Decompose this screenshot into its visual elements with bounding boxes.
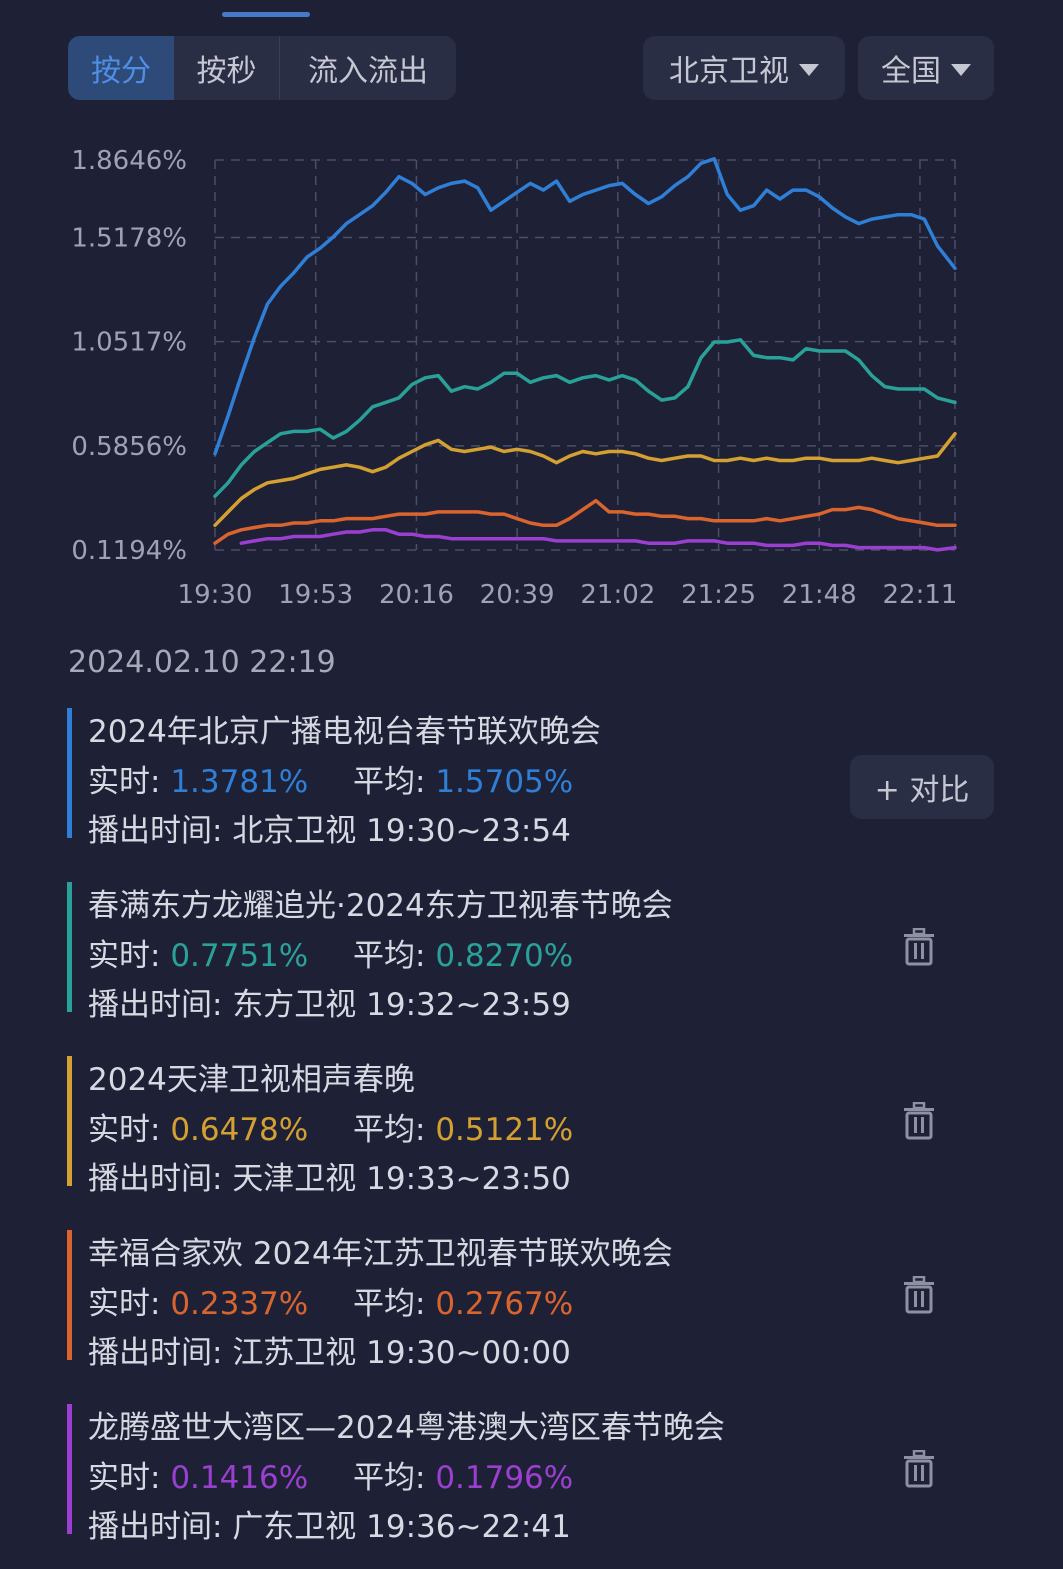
series-line-1 — [213, 338, 957, 498]
airtime-row: 播出时间: 天津卫视 19:33~23:50 — [88, 1153, 571, 1198]
caret-down-icon — [799, 64, 819, 76]
realtime-label: 实时: — [88, 1286, 171, 1322]
airtime-row: 播出时间: 东方卫视 19:32~23:59 — [88, 979, 571, 1024]
x-tick-label: 19:30 — [178, 580, 253, 610]
average-value: 0.8270% — [435, 938, 574, 974]
average-label: 平均: — [353, 1460, 436, 1496]
region-dropdown-value: 全国 — [881, 54, 941, 89]
average-row: 平均: 0.1796% — [353, 1452, 573, 1497]
average-row: 平均: 0.5121% — [353, 1104, 573, 1149]
average-row: 平均: 1.5705% — [353, 756, 573, 801]
series-color-bar — [67, 882, 72, 1012]
x-tick-label: 22:11 — [883, 580, 958, 610]
realtime-value: 0.2337% — [170, 1286, 309, 1322]
series-color-bar — [67, 1230, 72, 1360]
program-title: 春满东方龙耀追光·2024东方卫视春节晚会 — [88, 888, 673, 924]
airtime-row: 播出时间: 广东卫视 19:36~22:41 — [88, 1501, 571, 1546]
realtime-row: 实时: 0.7751% — [88, 930, 308, 975]
realtime-row: 实时: 0.6478% — [88, 1104, 308, 1149]
program-item: 幸福合家欢 2024年江苏卫视春节联欢晚会 实时: 0.2337% 平均: 0.27… — [67, 1228, 1017, 1371]
program-title: 2024天津卫视相声春晚 — [88, 1062, 415, 1098]
y-tick-label: 1.5178% — [71, 223, 187, 253]
airtime-label: 播出时间: — [88, 1335, 233, 1371]
average-value: 0.2767% — [435, 1286, 574, 1322]
airtime-row: 播出时间: 北京卫视 19:30~23:54 — [88, 805, 571, 850]
average-value: 0.5121% — [435, 1112, 574, 1148]
realtime-row: 实时: 1.3781% — [88, 756, 308, 801]
trash-icon[interactable] — [902, 1102, 936, 1140]
airtime-label: 播出时间: — [88, 987, 233, 1023]
airtime-value: 广东卫视 19:36~22:41 — [232, 1509, 571, 1545]
realtime-label: 实时: — [88, 1460, 171, 1496]
series-line-4 — [239, 528, 957, 552]
average-row: 平均: 0.2767% — [353, 1278, 573, 1323]
realtime-value: 0.1416% — [170, 1460, 309, 1496]
x-tick-label: 20:16 — [379, 580, 454, 610]
add-compare-button[interactable]: + 对比 — [850, 755, 994, 819]
average-label: 平均: — [353, 1286, 436, 1322]
airtime-value: 东方卫视 19:32~23:59 — [232, 987, 571, 1023]
series-color-bar — [67, 708, 72, 838]
realtime-row: 实时: 0.1416% — [88, 1452, 308, 1497]
series-line-2 — [213, 431, 957, 528]
x-tick-label: 20:39 — [480, 580, 555, 610]
series-line-0 — [213, 157, 957, 456]
average-value: 1.5705% — [435, 764, 574, 800]
program-item: 2024年北京广播电视台春节联欢晚会 实时: 1.3781% 平均: 1.5705%… — [67, 706, 1017, 849]
trash-icon[interactable] — [902, 1276, 936, 1314]
airtime-value: 天津卫视 19:33~23:50 — [232, 1161, 571, 1197]
airtime-label: 播出时间: — [88, 1161, 233, 1197]
realtime-value: 1.3781% — [170, 764, 309, 800]
scroll-indicator — [222, 12, 310, 17]
average-label: 平均: — [353, 764, 436, 800]
y-tick-label: 1.8646% — [71, 146, 187, 176]
airtime-label: 播出时间: — [88, 813, 233, 849]
realtime-value: 0.7751% — [170, 938, 309, 974]
program-title: 2024年北京广播电视台春节联欢晚会 — [88, 714, 601, 750]
y-tick-label: 0.1194% — [71, 536, 187, 566]
average-row: 平均: 0.8270% — [353, 930, 573, 975]
airtime-label: 播出时间: — [88, 1509, 233, 1545]
program-item: 春满东方龙耀追光·2024东方卫视春节晚会 实时: 0.7751% 平均: 0.82… — [67, 880, 1017, 1023]
x-tick-label: 19:53 — [278, 580, 353, 610]
y-tick-label: 0.5856% — [71, 432, 187, 462]
average-value: 0.1796% — [435, 1460, 574, 1496]
x-tick-label: 21:25 — [681, 580, 756, 610]
tab-by-second[interactable]: 按秒 — [174, 36, 280, 100]
y-tick-label: 1.0517% — [71, 328, 187, 358]
x-tick-label: 21:02 — [580, 580, 655, 610]
view-mode-tabs: 按分 按秒 流入流出 — [68, 36, 456, 100]
airtime-value: 北京卫视 19:30~23:54 — [232, 813, 571, 849]
trash-icon[interactable] — [902, 928, 936, 966]
airtime-value: 江苏卫视 19:30~00:00 — [232, 1335, 571, 1371]
realtime-label: 实时: — [88, 938, 171, 974]
caret-down-icon — [951, 64, 971, 76]
channel-dropdown-value: 北京卫视 — [669, 54, 789, 89]
series-line-3 — [213, 498, 957, 545]
program-item: 2024天津卫视相声春晚 实时: 0.6478% 平均: 0.5121% 播出时间: … — [67, 1054, 1017, 1197]
realtime-label: 实时: — [88, 764, 171, 800]
realtime-row: 实时: 0.2337% — [88, 1278, 308, 1323]
program-item: 龙腾盛世大湾区—2024粤港澳大湾区春节晚会 实时: 0.1416% 平均: 0.1… — [67, 1402, 1017, 1545]
average-label: 平均: — [353, 938, 436, 974]
tab-by-minute[interactable]: 按分 — [68, 36, 174, 100]
program-title: 幸福合家欢 2024年江苏卫视春节联欢晚会 — [88, 1236, 673, 1272]
series-color-bar — [67, 1056, 72, 1186]
ratings-line-chart: 1.8646% 1.5178% 1.0517% 0.5856% 0.1194% 19:30… — [71, 146, 958, 610]
x-tick-label: 21:48 — [782, 580, 857, 610]
series-color-bar — [67, 1404, 72, 1534]
region-dropdown[interactable]: 全国 — [858, 36, 994, 100]
realtime-label: 实时: — [88, 1112, 171, 1148]
program-title: 龙腾盛世大湾区—2024粤港澳大湾区春节晚会 — [88, 1410, 725, 1446]
airtime-row: 播出时间: 江苏卫视 19:30~00:00 — [88, 1327, 571, 1372]
channel-dropdown[interactable]: 北京卫视 — [643, 36, 845, 100]
data-timestamp: 2024.02.10 22:19 — [68, 645, 336, 680]
tab-inflow-outflow[interactable]: 流入流出 — [308, 54, 428, 89]
average-label: 平均: — [353, 1112, 436, 1148]
trash-icon[interactable] — [902, 1450, 936, 1488]
realtime-value: 0.6478% — [170, 1112, 309, 1148]
